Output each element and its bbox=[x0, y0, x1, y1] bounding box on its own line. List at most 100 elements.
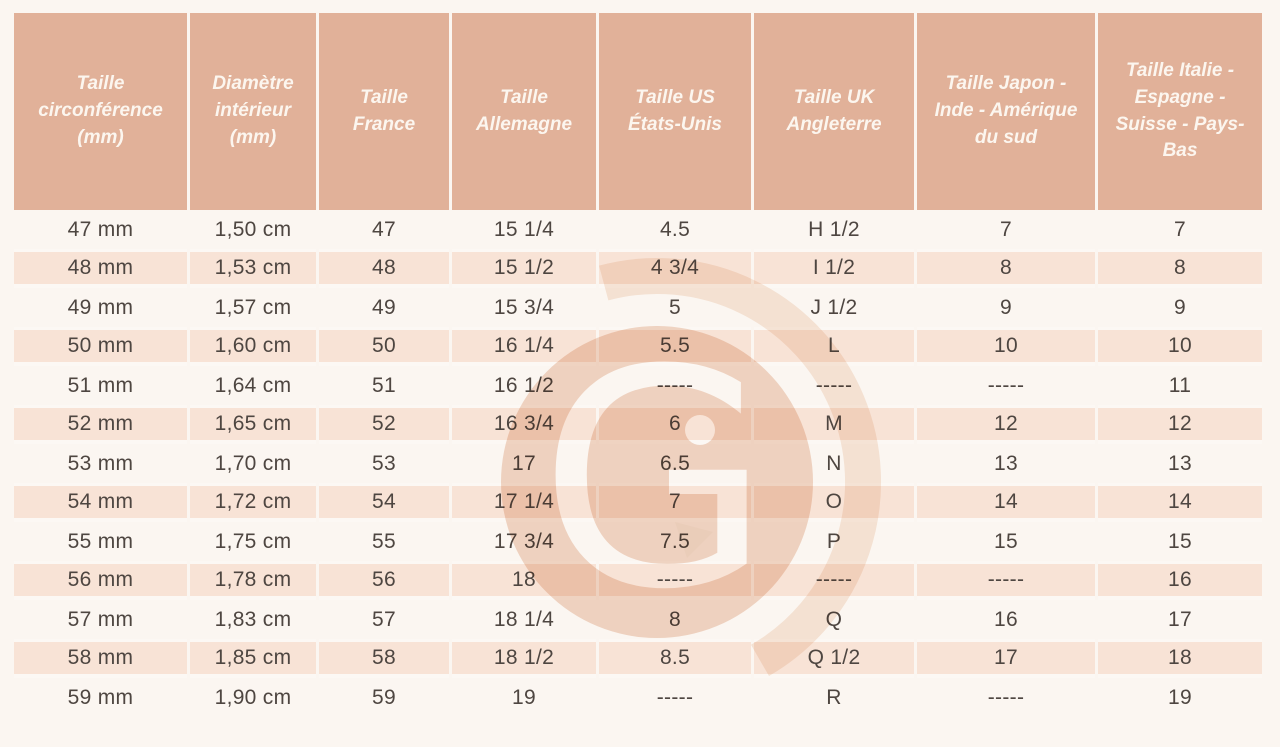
table-cell: ----- bbox=[656, 685, 694, 709]
table-cell: ----- bbox=[917, 561, 1095, 600]
table-cell: 15 1/2 bbox=[452, 249, 596, 288]
table-cell: 58 bbox=[319, 639, 449, 678]
table-cell: 7.5 bbox=[659, 529, 691, 553]
table-row: 52 mm 1,65 cm 52 16 3/4 6 M 12 12 bbox=[14, 405, 1262, 444]
table-cell: 55 bbox=[372, 529, 396, 553]
table-cell: 1,64 cm bbox=[214, 373, 292, 397]
table-cell: ----- bbox=[815, 373, 853, 397]
table-cell: 1,85 cm bbox=[190, 639, 316, 678]
table-cell: 8 bbox=[1098, 249, 1262, 288]
table-row: 47 mm 1,50 cm 47 15 1/4 4.5 H 1/2 7 7 bbox=[14, 210, 1262, 249]
table-cell: 18 1/4 bbox=[493, 607, 555, 631]
column-header-5: Taille UK Angleterre bbox=[754, 13, 914, 210]
table-row: 58 mm 1,85 cm 58 18 1/2 8.5 Q 1/2 17 18 bbox=[14, 639, 1262, 678]
table-cell: 17 bbox=[512, 451, 536, 475]
table-cell: 12 bbox=[1098, 405, 1262, 444]
table-cell: ----- bbox=[987, 685, 1025, 709]
table-cell: 7 bbox=[599, 483, 751, 522]
table-cell: 54 mm bbox=[14, 483, 187, 522]
table-cell: 47 bbox=[372, 217, 396, 241]
table-cell: 9 bbox=[1000, 295, 1012, 319]
table-cell: 52 mm bbox=[14, 405, 187, 444]
table-cell: ----- bbox=[754, 561, 914, 600]
table-cell: 8 bbox=[669, 607, 681, 631]
table-cell: 11 bbox=[1168, 373, 1192, 397]
table-cell: 14 bbox=[1098, 483, 1262, 522]
table-cell: 1,72 cm bbox=[190, 483, 316, 522]
table-cell: 48 bbox=[319, 249, 449, 288]
table-cell: 59 bbox=[372, 685, 396, 709]
table-cell: 10 bbox=[1098, 327, 1262, 366]
table-cell: 1,65 cm bbox=[190, 405, 316, 444]
table-row: 59 mm 1,90 cm 59 19 ----- R ----- 19 bbox=[14, 678, 1262, 717]
table-cell: 15 bbox=[1168, 529, 1192, 553]
table-cell: 10 bbox=[917, 327, 1095, 366]
table-cell: 57 mm bbox=[67, 607, 134, 631]
table-cell: 16 3/4 bbox=[452, 405, 596, 444]
table-cell: 1,90 cm bbox=[214, 685, 292, 709]
table-cell: 16 1/2 bbox=[493, 373, 555, 397]
table-cell: 56 bbox=[319, 561, 449, 600]
table-cell: 1,60 cm bbox=[190, 327, 316, 366]
table-cell: 54 bbox=[319, 483, 449, 522]
table-cell: 55 mm bbox=[67, 529, 134, 553]
column-header-4: Taille US États-Unis bbox=[599, 13, 751, 210]
table-cell: 8.5 bbox=[599, 639, 751, 678]
column-header-2: Taille France bbox=[319, 13, 449, 210]
table-cell: 17 bbox=[917, 639, 1095, 678]
table-cell: 13 bbox=[1168, 451, 1192, 475]
table-cell: R bbox=[826, 685, 842, 709]
table-cell: 4.5 bbox=[659, 217, 691, 241]
table-cell: 17 3/4 bbox=[493, 529, 555, 553]
column-header-3: Taille Allemagne bbox=[452, 13, 596, 210]
column-header-0: Taille circonférence (mm) bbox=[14, 13, 187, 210]
table-cell: 6 bbox=[599, 405, 751, 444]
table-cell: 7 bbox=[1174, 217, 1186, 241]
table-row: 53 mm 1,70 cm 53 17 6.5 N 13 13 bbox=[14, 444, 1262, 483]
table-cell: 57 bbox=[372, 607, 396, 631]
table-cell: 50 mm bbox=[14, 327, 187, 366]
table-cell: 7 bbox=[1000, 217, 1012, 241]
column-header-1: Diamètre intérieur (mm) bbox=[190, 13, 316, 210]
table-cell: 18 bbox=[452, 561, 596, 600]
ring-size-conversion-table: Taille circonférence (mm) Diamètre intéri… bbox=[14, 13, 1262, 717]
table-cell: 16 1/4 bbox=[452, 327, 596, 366]
table-cell: ----- bbox=[987, 373, 1025, 397]
table-cell: 8 bbox=[917, 249, 1095, 288]
table-cell: P bbox=[826, 529, 842, 553]
table-cell: 1,75 cm bbox=[214, 529, 292, 553]
table-row: 54 mm 1,72 cm 54 17 1/4 7 O 14 14 bbox=[14, 483, 1262, 522]
table-cell: 47 mm bbox=[67, 217, 134, 241]
table-cell: 1,78 cm bbox=[190, 561, 316, 600]
table-cell: ----- bbox=[599, 561, 751, 600]
table-cell: ----- bbox=[656, 373, 694, 397]
table-cell: 15 3/4 bbox=[493, 295, 555, 319]
table-row: 49 mm 1,57 cm 49 15 3/4 5 J 1/2 9 9 bbox=[14, 288, 1262, 327]
table-cell: 9 bbox=[1174, 295, 1186, 319]
table-cell: Q 1/2 bbox=[754, 639, 914, 678]
table-cell: 19 bbox=[512, 685, 536, 709]
table-cell: 53 mm bbox=[67, 451, 134, 475]
table-cell: N bbox=[826, 451, 842, 475]
table-cell: Q bbox=[825, 607, 843, 631]
table-cell: 1,83 cm bbox=[214, 607, 292, 631]
table-cell: 12 bbox=[917, 405, 1095, 444]
table-cell: J 1/2 bbox=[810, 295, 858, 319]
column-header-6: Taille Japon - Inde - Amérique du sud bbox=[917, 13, 1095, 210]
table-row: 50 mm 1,60 cm 50 16 1/4 5.5 L 10 10 bbox=[14, 327, 1262, 366]
table-row: 51 mm 1,64 cm 51 16 1/2 ----- ----- ----- 11 bbox=[14, 366, 1262, 405]
table-cell: 1,70 cm bbox=[214, 451, 292, 475]
table-cell: 18 1/2 bbox=[452, 639, 596, 678]
table-row: 48 mm 1,53 cm 48 15 1/2 4 3/4 I 1/2 8 8 bbox=[14, 249, 1262, 288]
table-cell: H 1/2 bbox=[808, 217, 860, 241]
table-cell: 48 mm bbox=[14, 249, 187, 288]
table-cell: 14 bbox=[917, 483, 1095, 522]
table-cell: 51 mm bbox=[67, 373, 134, 397]
table-cell: 51 bbox=[372, 373, 396, 397]
table-cell: 5 bbox=[669, 295, 681, 319]
table-cell: 58 mm bbox=[14, 639, 187, 678]
table-row: 55 mm 1,75 cm 55 17 3/4 7.5 P 15 15 bbox=[14, 522, 1262, 561]
table-cell: 5.5 bbox=[599, 327, 751, 366]
table-cell: M bbox=[754, 405, 914, 444]
table-body: 47 mm 1,50 cm 47 15 1/4 4.5 H 1/2 7 7 48 mm 1,53 … bbox=[14, 210, 1262, 717]
